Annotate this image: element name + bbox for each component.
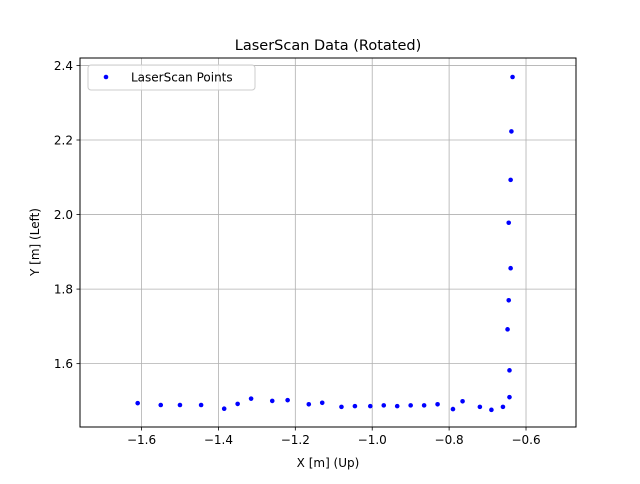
data-point <box>135 400 140 406</box>
data-point <box>477 404 483 410</box>
data-point <box>450 406 456 412</box>
data-point <box>306 401 312 407</box>
data-point <box>507 368 512 373</box>
x-axis-label: X [m] (Up) <box>297 456 360 470</box>
plot-frame <box>79 57 577 428</box>
data-point <box>506 220 512 226</box>
data-point <box>394 403 400 409</box>
data-point <box>510 74 515 80</box>
y-tick-label: 2.0 <box>54 208 73 222</box>
x-axis-ticks: −1.6 −1.4 −1.2 −1.0 −0.8 −0.6 <box>127 427 541 447</box>
data-point <box>269 398 275 404</box>
data-point <box>319 400 325 406</box>
data-point <box>509 129 514 134</box>
legend-marker <box>103 74 109 80</box>
legend-label: LaserScan Points <box>131 71 233 85</box>
chart-title: LaserScan Data (Rotated) <box>235 38 421 54</box>
data-point <box>352 403 358 409</box>
data-point <box>198 402 204 408</box>
data-point <box>221 406 227 412</box>
y-tick-label: 1.8 <box>54 282 73 296</box>
data-point <box>500 404 506 410</box>
legend: LaserScan Points <box>87 64 256 91</box>
data-point <box>339 404 344 410</box>
grid <box>80 58 576 427</box>
y-axis-ticks: 1.6 1.8 2.0 2.2 2.4 <box>54 59 80 371</box>
y-tick-label: 2.4 <box>54 59 73 73</box>
data-point <box>158 402 164 408</box>
data-point <box>507 394 512 400</box>
data-point <box>421 403 427 408</box>
data-point <box>408 403 413 408</box>
x-tick-label: −1.0 <box>358 433 387 447</box>
data-point <box>381 403 387 408</box>
legend-box <box>87 64 256 91</box>
data-point <box>367 403 373 409</box>
data-point <box>285 397 290 403</box>
data-point <box>435 401 440 407</box>
data-point <box>506 297 512 303</box>
x-tick-label: −1.6 <box>127 433 156 447</box>
data-point <box>460 398 465 404</box>
x-tick-label: −0.8 <box>435 433 464 447</box>
data-points <box>135 74 515 413</box>
data-point <box>235 401 240 407</box>
y-tick-label: 1.6 <box>54 357 73 371</box>
y-tick-label: 2.2 <box>54 133 73 147</box>
data-point <box>508 265 513 271</box>
data-point <box>505 327 510 332</box>
data-point <box>177 402 183 408</box>
data-point <box>489 407 494 413</box>
data-point <box>508 177 513 183</box>
x-tick-label: −1.2 <box>281 433 310 447</box>
x-tick-label: −1.4 <box>204 433 233 447</box>
y-axis-label: Y [m] (Left) <box>28 208 42 277</box>
x-tick-label: −0.6 <box>511 433 540 447</box>
data-point <box>248 396 254 401</box>
